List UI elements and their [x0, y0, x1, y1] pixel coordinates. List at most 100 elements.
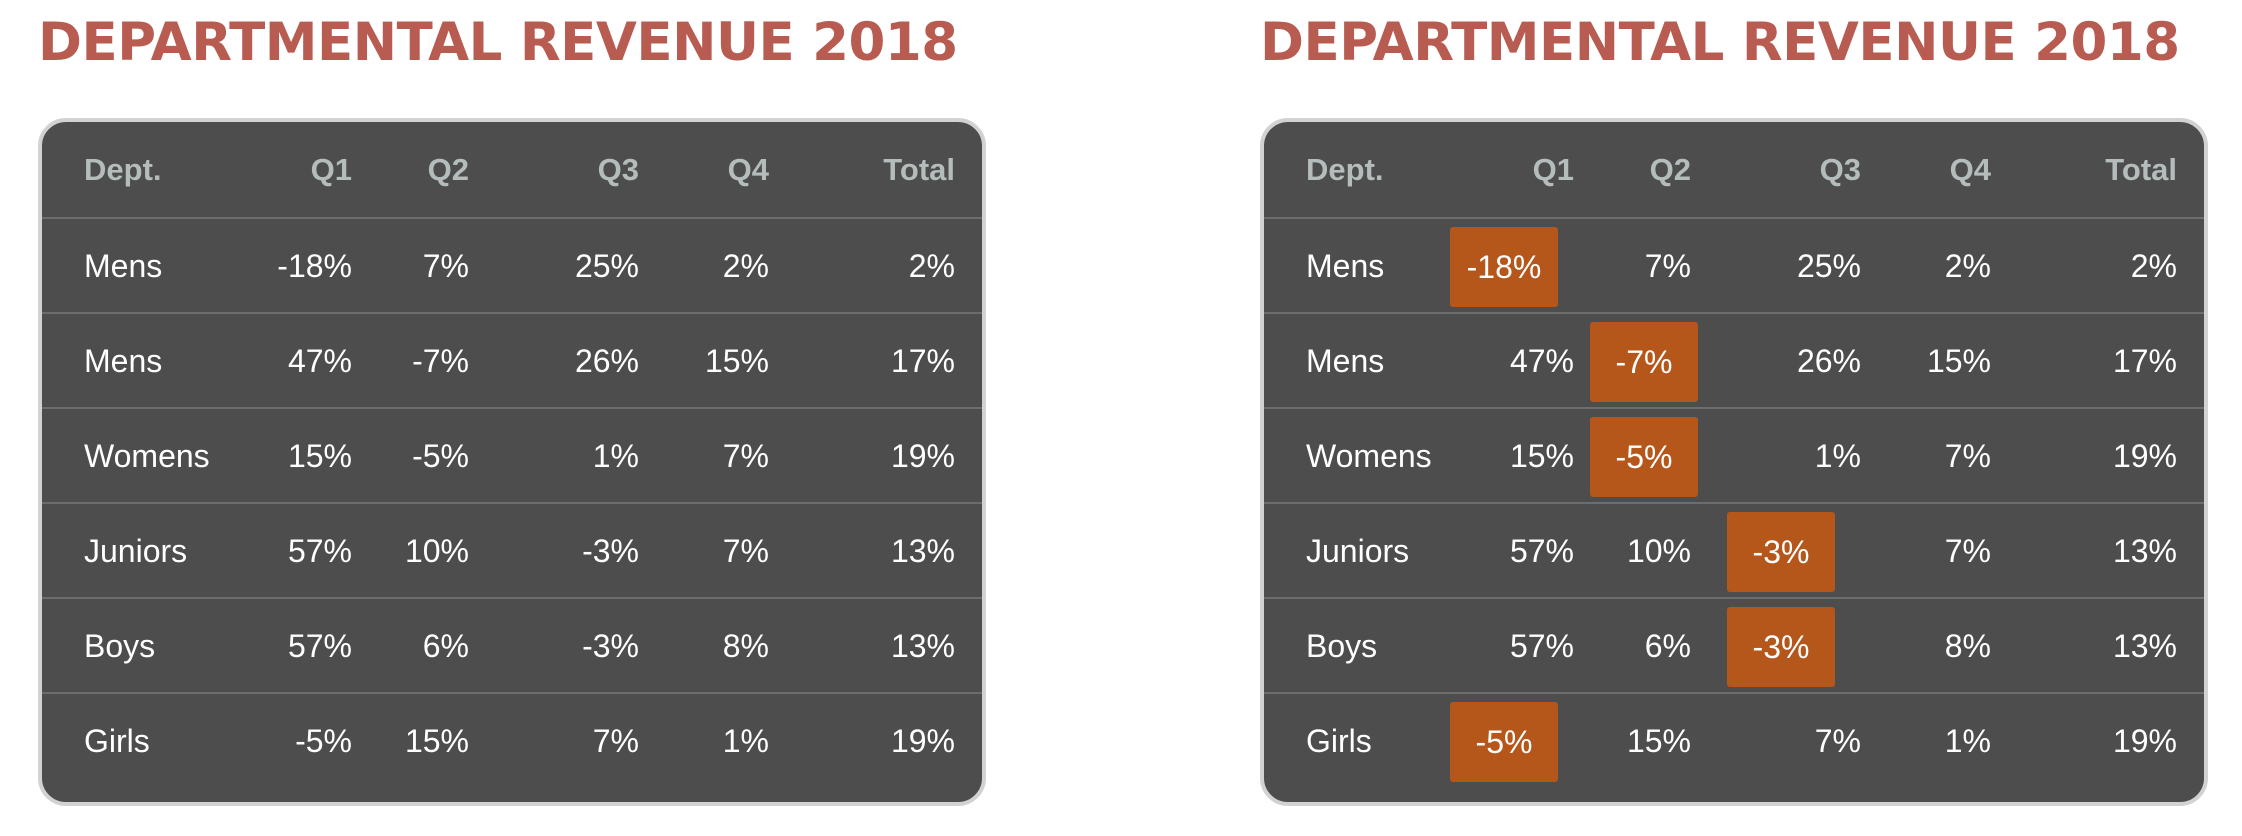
column-header-q2: Q2 [427, 152, 469, 187]
cell-total: 19% [890, 723, 955, 759]
cell-q2: -7% [1615, 343, 1673, 380]
cell-dept: Mens [84, 343, 163, 379]
cell-q3: 7% [1814, 723, 1861, 759]
cell-q2: -5% [1615, 438, 1673, 475]
cell-dept: Womens [1306, 438, 1432, 474]
cell-total: 13% [890, 628, 955, 664]
cell-q4: 8% [1944, 628, 1991, 664]
negative-value-highlight: -5% [1450, 701, 1558, 782]
cell-q4: 15% [704, 343, 769, 379]
cell-total: 2% [2130, 248, 2177, 284]
column-header-dept: Dept. [1306, 152, 1384, 187]
cell-q4: 2% [1944, 248, 1991, 284]
cell-total: 13% [2112, 533, 2177, 569]
table-title: DEPARTMENTAL REVENUE 2018 [38, 12, 958, 73]
cell-q1: -5% [1475, 723, 1533, 760]
cell-q2: 6% [1644, 628, 1691, 664]
revenue-table-card: Dept. Q1 Q2 Q3 Q4 Total Mens -18% 7% 25% 2% 2% Mens 4… [38, 118, 986, 806]
cell-dept: Womens [84, 438, 210, 474]
negative-value-highlight: -7% [1590, 321, 1698, 402]
cell-q3: 7% [592, 723, 639, 759]
cell-q4: 2% [722, 248, 769, 284]
cell-q3: 25% [574, 248, 639, 284]
cell-q4: 8% [722, 628, 769, 664]
cell-dept: Juniors [1306, 533, 1410, 569]
cell-total: 19% [890, 438, 955, 474]
cell-q2: 7% [1644, 248, 1691, 284]
column-header-dept: Dept. [84, 152, 162, 187]
table-header-row: Dept. Q1 Q2 Q3 Q4 Total [1264, 122, 2204, 217]
column-header-q4: Q4 [727, 152, 769, 187]
cell-q3: -3% [582, 628, 639, 664]
cell-q3: 26% [574, 343, 639, 379]
cell-q3: 25% [1796, 248, 1861, 284]
column-header-q2: Q2 [1649, 152, 1691, 187]
cell-q2: 6% [422, 628, 469, 664]
column-header-q4: Q4 [1949, 152, 1991, 187]
cell-total: 13% [2112, 628, 2177, 664]
cell-q4: 7% [1944, 438, 1991, 474]
cell-dept: Mens [1306, 248, 1385, 284]
cell-dept: Girls [1306, 723, 1372, 759]
table-row: Juniors 57% 10% -3% 7% 13% [42, 502, 982, 597]
table-row: Mens -18% 7% 25% 2% 2% [42, 217, 982, 312]
cell-q1: -18% [1466, 248, 1542, 285]
cell-total: 13% [890, 533, 955, 569]
table-row: Mens 47% -7% 26% 15% 17% [42, 312, 982, 407]
cell-q3: 1% [592, 438, 639, 474]
table-row: Boys 57% 6% -3% 8% 13% [42, 597, 982, 692]
cell-q4: 7% [722, 438, 769, 474]
table-row: Womens 15% -5% 1% 7% 19% [42, 407, 982, 502]
cell-q4: 15% [1926, 343, 1991, 379]
cell-q2: 10% [1626, 533, 1691, 569]
cell-total: 17% [890, 343, 955, 379]
cell-total: 19% [2112, 438, 2177, 474]
cell-q1: 57% [287, 628, 352, 664]
column-header-q3: Q3 [597, 152, 639, 187]
cell-dept: Boys [1306, 628, 1378, 664]
column-header-q1: Q1 [310, 152, 352, 187]
cell-dept: Mens [1306, 343, 1385, 379]
cell-total: 2% [908, 248, 955, 284]
table-row: Mens 47% -7% 26% 15% 17% [1264, 312, 2204, 407]
table-title: DEPARTMENTAL REVENUE 2018 [1260, 12, 2180, 73]
negative-value-highlight: -18% [1450, 226, 1558, 307]
cell-q1: 57% [1509, 533, 1574, 569]
cell-q3: -3% [1752, 533, 1810, 570]
cell-q1: 15% [287, 438, 352, 474]
cell-q4: 1% [1944, 723, 1991, 759]
negative-value-highlight: -3% [1727, 511, 1835, 592]
cell-dept: Juniors [84, 533, 188, 569]
column-header-q1: Q1 [1532, 152, 1574, 187]
cell-q4: 7% [722, 533, 769, 569]
table-header-row: Dept. Q1 Q2 Q3 Q4 Total [42, 122, 982, 217]
table-row: Mens -18% 7% 25% 2% 2% [1264, 217, 2204, 312]
table-row: Girls -5% 15% 7% 1% 19% [1264, 692, 2204, 787]
table-row: Womens 15% -5% 1% 7% 19% [1264, 407, 2204, 502]
cell-q1: -18% [277, 248, 352, 284]
cell-dept: Boys [84, 628, 156, 664]
table-row: Girls -5% 15% 7% 1% 19% [42, 692, 982, 787]
negative-value-highlight: -5% [1590, 416, 1698, 497]
cell-q3: -3% [582, 533, 639, 569]
revenue-table-card: Dept. Q1 Q2 Q3 Q4 Total Mens -18% 7% 25% 2% 2% Mens 4… [1260, 118, 2208, 806]
revenue-table-panel-highlighted: DEPARTMENTAL REVENUE 2018 Dept. Q1 Q2 Q3 Q4 T… [1260, 0, 2220, 836]
revenue-table-panel-plain: DEPARTMENTAL REVENUE 2018 Dept. Q1 Q2 Q3 Q4 T… [38, 0, 998, 836]
cell-q1: 47% [287, 343, 352, 379]
cell-q3: 1% [1814, 438, 1861, 474]
cell-q3: 26% [1796, 343, 1861, 379]
cell-q4: 1% [722, 723, 769, 759]
table-row: Juniors 57% 10% -3% 7% 13% [1264, 502, 2204, 597]
column-header-q3: Q3 [1819, 152, 1861, 187]
cell-q4: 7% [1944, 533, 1991, 569]
cell-q1: 57% [1509, 628, 1574, 664]
negative-value-highlight: -3% [1727, 606, 1835, 687]
column-header-total: Total [2105, 152, 2177, 187]
cell-q1: 57% [287, 533, 352, 569]
cell-q3: -3% [1752, 628, 1810, 665]
cell-q2: 15% [1626, 723, 1691, 759]
cell-dept: Girls [84, 723, 150, 759]
cell-q2: 7% [422, 248, 469, 284]
cell-q1: -5% [295, 723, 352, 759]
cell-q1: 47% [1509, 343, 1574, 379]
